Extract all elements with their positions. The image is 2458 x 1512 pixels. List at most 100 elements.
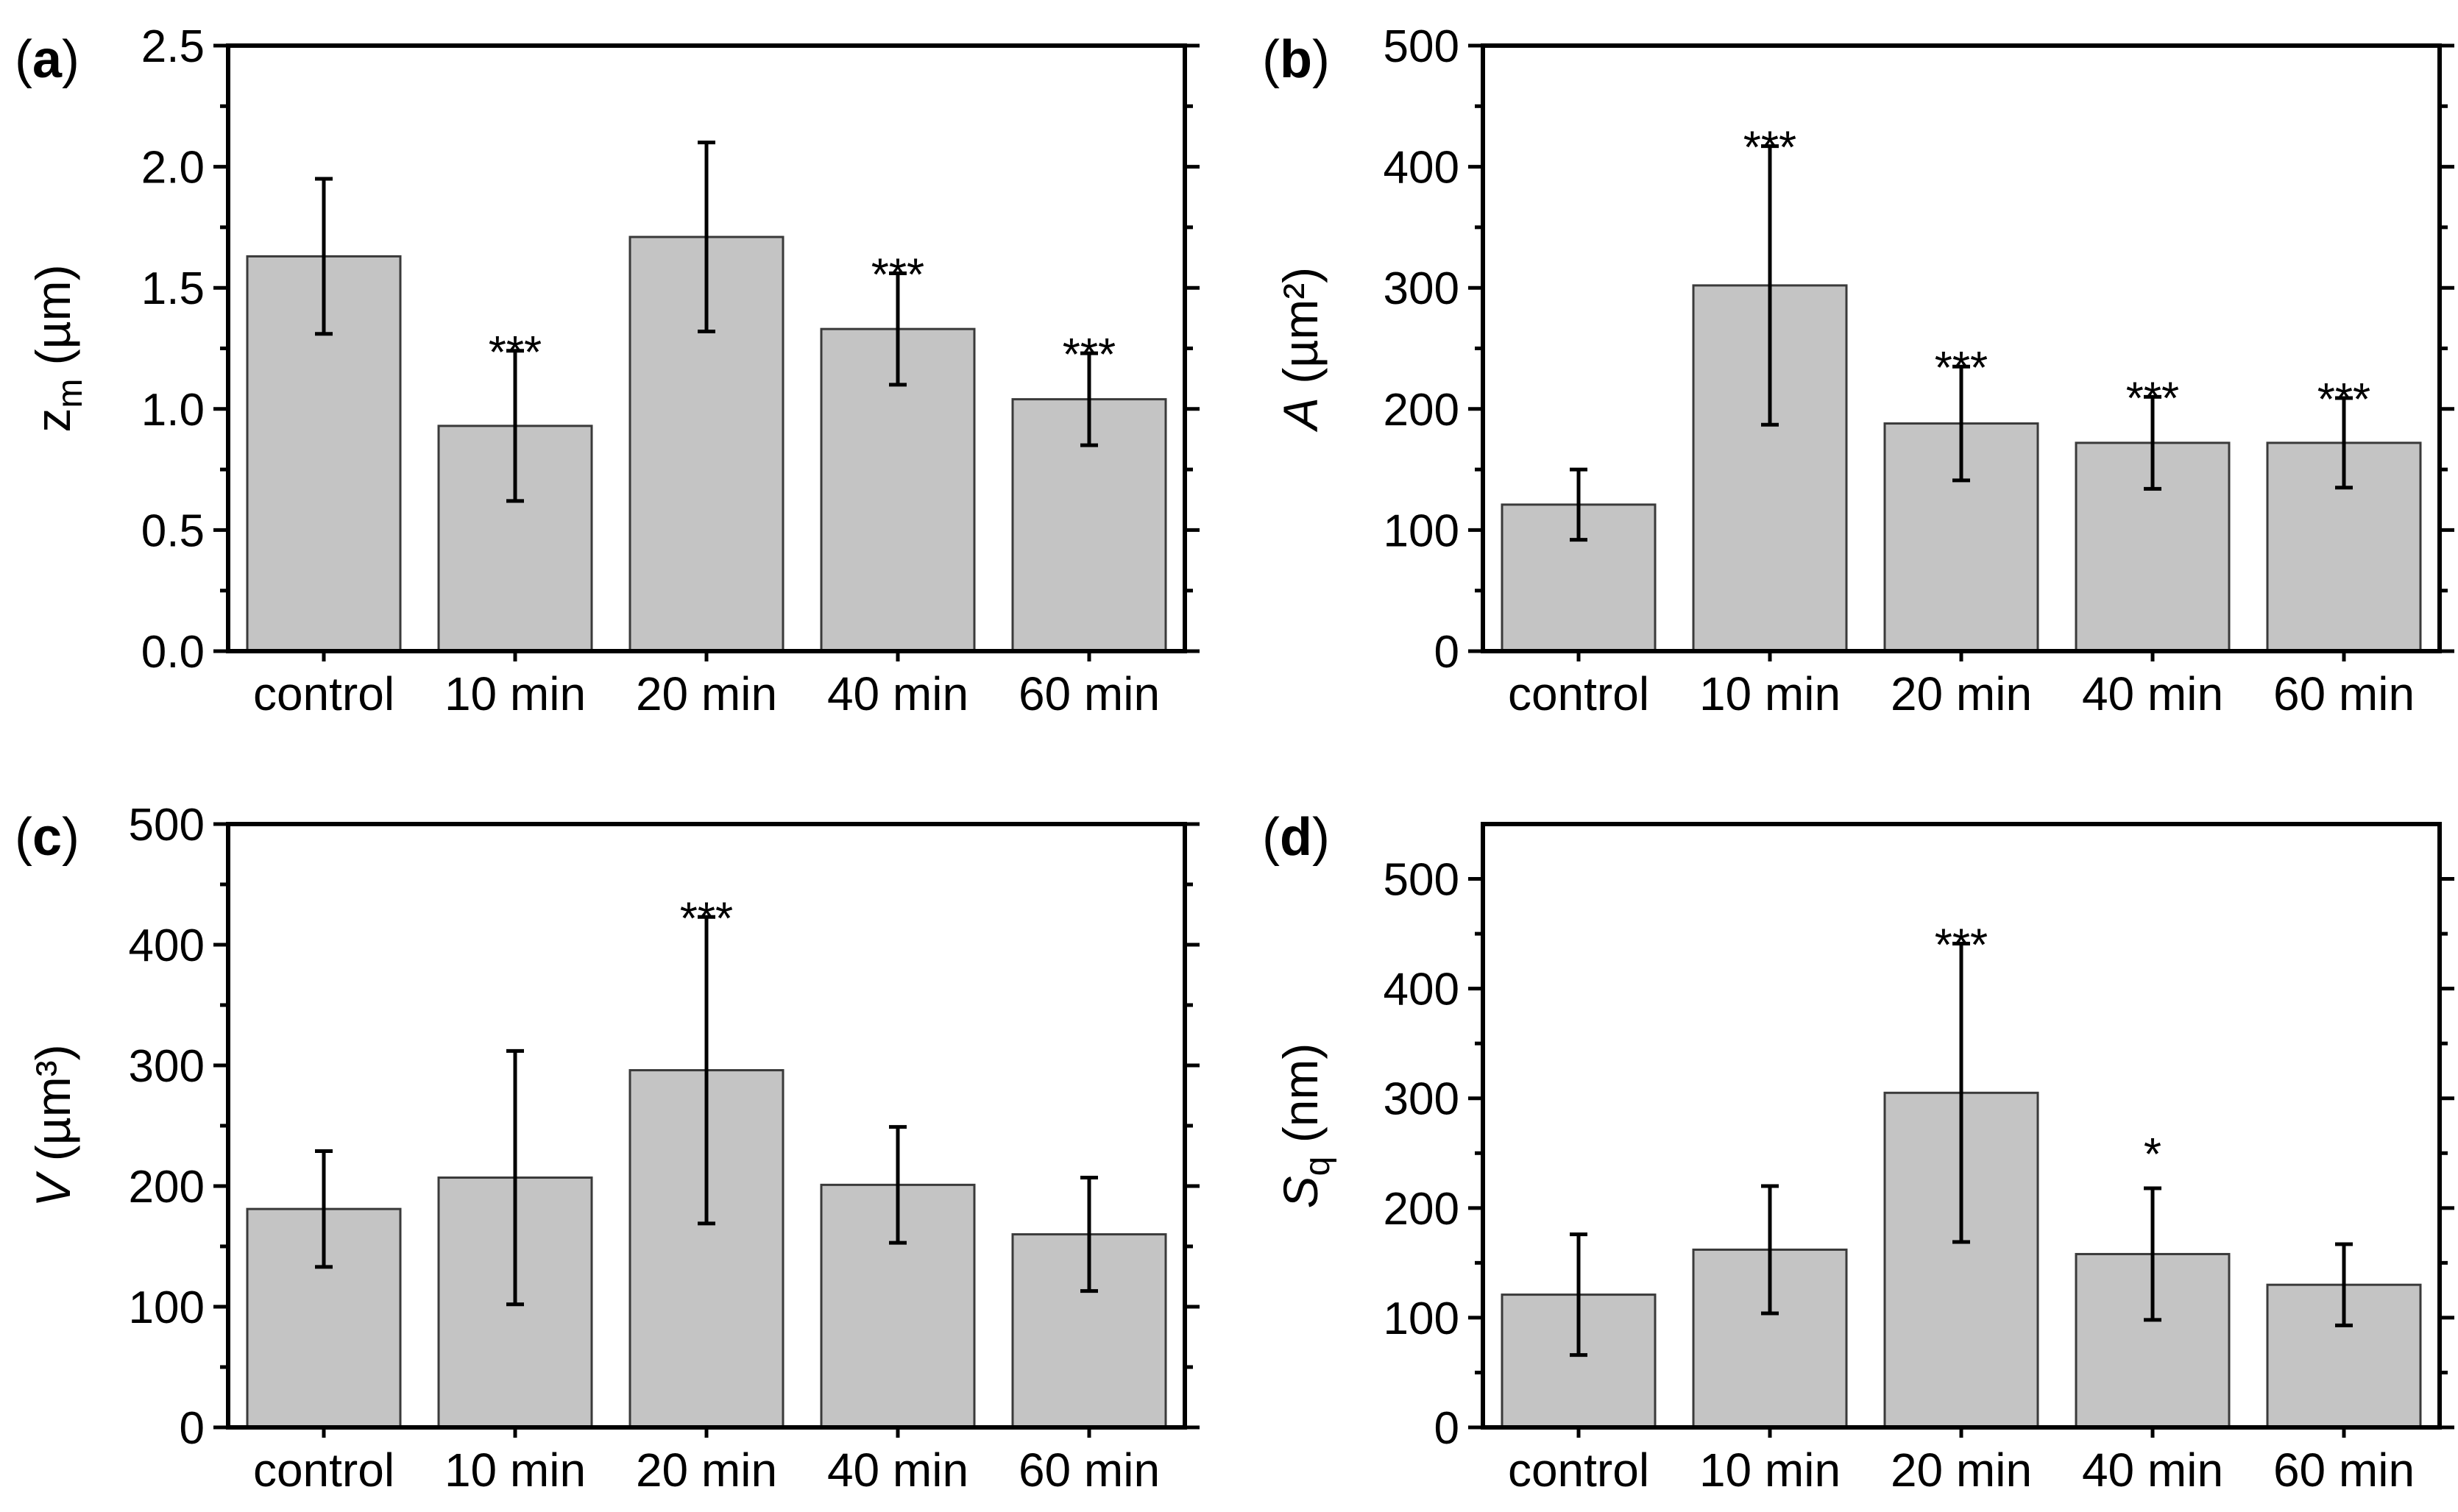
x-category-label: 10 min [445, 1444, 586, 1497]
error-bar-2 [1761, 144, 1779, 427]
y-axis-title-symbol: z [26, 408, 80, 433]
x-category-label: 40 min [2082, 667, 2223, 720]
y-tick-label: 300 [1384, 263, 1459, 314]
error-bar-1 [315, 177, 333, 336]
panel-label: (c) [15, 808, 79, 867]
panel-label: (d) [1262, 808, 1330, 867]
significance-label: *** [1935, 920, 1988, 971]
panel-label-open: ( [15, 808, 32, 867]
panel-label-letter: a [32, 30, 63, 89]
y-tick-label: 200 [1384, 1184, 1459, 1235]
y-tick-label: 0 [1434, 627, 1459, 678]
error-bar-3 [698, 141, 715, 333]
significance-label: *** [871, 249, 924, 300]
panel-label-close: ) [1312, 30, 1330, 89]
x-category-label: control [1508, 1444, 1649, 1497]
x-category-label: 20 min [636, 1444, 777, 1497]
y-tick-label: 400 [129, 920, 205, 971]
y-axis-title-symbol: S [1273, 1176, 1328, 1208]
x-category-label: 60 min [1019, 667, 1160, 720]
panel-label-letter: c [32, 808, 62, 867]
y-axis-title: zm (µm) [26, 264, 90, 432]
significance-label: *** [680, 893, 733, 944]
y-tick-label: 0.5 [141, 505, 205, 556]
error-bar-2 [506, 1048, 524, 1307]
y-axis-title-subscript: m [51, 379, 90, 408]
error-bar-5 [2335, 1242, 2353, 1327]
panel-label: (b) [1262, 30, 1330, 89]
error-bar-2 [506, 349, 524, 503]
y-tick-label: 100 [1384, 505, 1459, 556]
error-bar-3 [1952, 942, 1970, 1244]
x-category-label: 40 min [827, 667, 968, 720]
panel-label-close: ) [62, 30, 79, 89]
y-tick-label: 0.0 [141, 627, 205, 678]
error-bar-2 [1761, 1184, 1779, 1316]
y-tick-label: 400 [1384, 965, 1459, 1015]
panel-label: (a) [15, 30, 79, 89]
error-bar-3 [698, 915, 715, 1226]
error-bar-4 [2144, 1186, 2161, 1322]
y-tick-label: 500 [129, 800, 205, 851]
y-tick-label: 2.0 [141, 143, 205, 194]
x-category-label: 40 min [2082, 1444, 2223, 1497]
y-tick-label: 2.5 [141, 21, 205, 72]
y-tick-label: 200 [129, 1162, 205, 1213]
y-axis-title-symbol: A [1273, 397, 1328, 433]
panel-a: *** *** *** 0.0 0.5 1.0 1.5 2.0 2.5 control 10 min… [15, 21, 1200, 720]
error-bar-1 [1570, 467, 1587, 542]
y-axis-title-symbol: V [26, 1171, 80, 1207]
error-bar-4 [889, 271, 907, 387]
error-bar-4 [889, 1125, 907, 1245]
x-category-label: 20 min [1891, 1444, 2032, 1497]
x-category-label: 10 min [1699, 667, 1841, 720]
y-tick-label: 500 [1384, 855, 1459, 906]
panel-label-close: ) [1312, 808, 1330, 867]
y-axis-title: V (µm³) [26, 1044, 80, 1207]
y-tick-label: 200 [1384, 385, 1459, 436]
y-axis-title-unit: (µm) [26, 264, 80, 378]
error-bar-3 [1952, 364, 1970, 483]
x-category-label: 60 min [2273, 1444, 2415, 1497]
y-tick-label: 300 [129, 1041, 205, 1092]
panel-label-open: ( [1262, 30, 1280, 89]
x-category-label: control [253, 667, 394, 720]
panel-label-open: ( [15, 30, 32, 89]
x-category-label: control [253, 1444, 394, 1497]
x-category-label: 10 min [1699, 1444, 1841, 1497]
y-tick-label: 400 [1384, 143, 1459, 194]
panel-c: *** 0 100 200 300 400 500 control 10 min 20 min 40… [15, 800, 1200, 1497]
error-bar-5 [1080, 1176, 1098, 1293]
significance-label: * [2144, 1129, 2161, 1180]
error-bar-1 [1570, 1232, 1587, 1357]
significance-label: *** [489, 327, 542, 378]
significance-label: *** [2317, 375, 2370, 425]
y-axis-title: A (µm²) [1273, 267, 1328, 433]
y-tick-label: 0 [180, 1403, 205, 1454]
panel-label-open: ( [1262, 808, 1280, 867]
y-axis-title-unit: (nm) [1273, 1043, 1328, 1157]
error-bar-5 [2335, 396, 2353, 490]
significance-label: *** [1063, 330, 1116, 380]
y-tick-label: 500 [1384, 21, 1459, 72]
error-bar-1 [315, 1149, 333, 1269]
y-axis-title-unit: (µm²) [1273, 267, 1328, 397]
error-bar-4 [2144, 394, 2161, 491]
significance-label: *** [2126, 373, 2179, 424]
significance-label: *** [1935, 343, 1988, 394]
x-category-label: 10 min [445, 667, 586, 720]
y-tick-label: 1.0 [141, 385, 205, 436]
panel-label-close: ) [62, 808, 79, 867]
x-category-label: control [1508, 667, 1649, 720]
panel-b: *** *** *** *** 0 100 200 300 400 500 control 10 mi… [1262, 21, 2454, 720]
x-category-label: 60 min [1019, 1444, 1160, 1497]
y-tick-label: 100 [129, 1282, 205, 1333]
y-axis-title-unit: (µm³) [26, 1044, 80, 1174]
y-tick-label: 1.5 [141, 263, 205, 314]
error-bar-5 [1080, 351, 1098, 447]
x-category-label: 60 min [2273, 667, 2415, 720]
y-tick-label: 100 [1384, 1293, 1459, 1344]
x-category-label: 40 min [827, 1444, 968, 1497]
